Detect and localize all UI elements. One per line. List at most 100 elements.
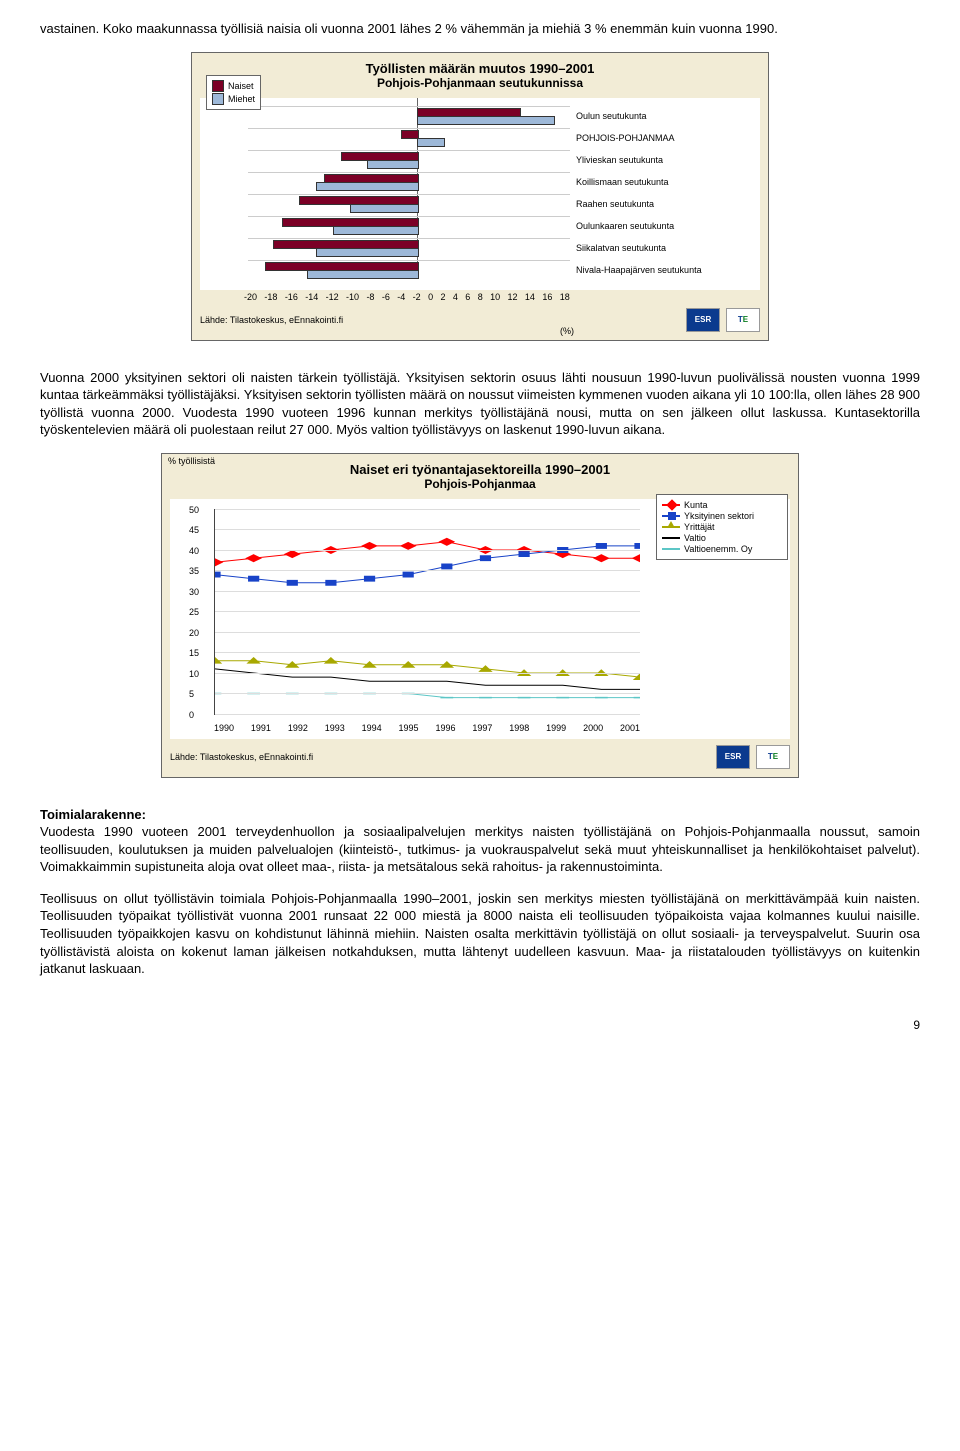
te-e: E [743,315,748,324]
chart2-xtick: 1992 [288,723,308,733]
chart1-row: Raahen seutukunta [248,194,570,213]
chart1-xtick: -16 [285,292,298,302]
bar-miehet [417,138,444,147]
chart2-gridline: 15 [215,652,640,653]
chart2-xtick: 1991 [251,723,271,733]
chart2-gridline: 30 [215,591,640,592]
chart2-ytick: 35 [189,566,199,576]
legend-label-miehet: Miehet [228,94,255,104]
chart1-xtick: 10 [490,292,500,302]
chart2-gridline: 40 [215,550,640,551]
chart1-category-label: Oulun seutukunta [576,111,647,121]
chart1-title-2: Pohjois-Pohjanmaan seutukunnissa [200,76,760,90]
swatch-miehet [212,93,224,105]
page-number: 9 [40,1018,920,1032]
series-marker [287,580,297,585]
chart2-gridline: 5 [215,693,640,694]
legend-label: Valtioenemm. Oy [684,544,752,554]
chart1-row: Oulunkaaren seutukunta [248,216,570,235]
chart1-xtick: 12 [508,292,518,302]
bar-miehet [307,270,419,279]
series-marker [249,576,259,581]
chart2-legend-item: Valtio [662,533,782,543]
chart2-xtick: 1999 [546,723,566,733]
chart-employer-sectors: Naiset eri työnantajasektoreilla 1990–20… [161,453,799,778]
chart1-xtick: -10 [346,292,359,302]
series-marker [594,554,608,561]
teollisuus-paragraph: Teollisuus on ollut työllistävin toimial… [40,890,920,978]
esr-logo-icon: ESR [716,745,750,769]
chart1-category-label: POHJOIS-POHJANMAA [576,133,675,143]
section-heading: Toimialarakenne: [40,807,146,822]
series-marker [246,554,260,561]
series-marker [326,580,336,585]
chart1-row: Ylivieskan seutukunta [248,150,570,169]
legend-label: Yrittäjät [684,522,715,532]
para3-text: Vuodesta 1990 vuoteen 2001 terveydenhuol… [40,824,920,874]
series-marker [215,572,220,577]
chart1-xtick: -6 [382,292,390,302]
chart1-category-label: Siikalatvan seutukunta [576,243,666,253]
chart2-gridline: 10 [215,673,640,674]
series-marker [401,542,415,549]
chart1-xtick: 14 [525,292,535,302]
chart1-xtick: -20 [244,292,257,302]
chart2-xtick: 1994 [362,723,382,733]
te-logo-icon: TE [756,745,790,769]
intro-paragraph: vastainen. Koko maakunnassa työllisiä na… [40,20,920,38]
chart1-unit: (%) [560,326,574,336]
chart1-xtick: -2 [413,292,421,302]
series-marker [519,551,529,556]
chart2-yaxis-title: % työllisistä [168,456,215,466]
te-e: E [773,752,778,761]
bar-miehet [316,182,420,191]
chart2-title-1: Naiset eri työnantajasektoreilla 1990–20… [170,462,790,477]
chart2-gridline: 45 [215,529,640,530]
legend-label: Yksityinen sektori [684,511,754,521]
chart2-gridline: 20 [215,632,640,633]
te-logo-icon: TE [726,308,760,332]
chart2-title-2: Pohjois-Pohjanmaa [170,477,790,491]
legend-miehet: Miehet [212,93,255,105]
legend-swatch [662,526,680,528]
chart2-gridline: 25 [215,611,640,612]
chart1-plot: Oulun seutukunta POHJOIS-POHJANMAA Ylivies… [200,98,760,290]
chart1-xtick: 6 [465,292,470,302]
bar-miehet [367,160,420,169]
series-marker [635,543,640,548]
chart2-legend-item: Yrittäjät [662,522,782,532]
chart2-source: Lähde: Tilastokeskus, eEnnakointi.fi [170,752,313,762]
legend-naiset: Naiset [212,80,255,92]
chart1-xtick: 16 [542,292,552,302]
chart2-ytick: 20 [189,628,199,638]
chart2-legend: KuntaYksityinen sektoriYrittäjätValtioVa… [656,494,788,560]
legend-label: Kunta [684,500,708,510]
legend-label-naiset: Naiset [228,81,254,91]
chart1-xtick: -14 [305,292,318,302]
chart1-xtick: 0 [428,292,433,302]
series-marker [215,559,222,566]
series-marker [633,554,640,561]
legend-swatch [662,537,680,539]
legend-swatch [662,548,680,550]
chart2-ytick: 15 [189,648,199,658]
chart2-ytick: 10 [189,669,199,679]
bar-miehet [417,116,555,125]
chart1-row: Koillismaan seutukunta [248,172,570,191]
series-marker [480,555,490,560]
chart1-category-label: Raahen seutukunta [576,199,654,209]
series-line [215,546,640,583]
chart1-category-label: Koillismaan seutukunta [576,177,669,187]
chart2-ytick: 30 [189,587,199,597]
chart1-row: POHJOIS-POHJANMAA [248,128,570,147]
chart-employment-change: Työllisten määrän muutos 1990–2001 Pohjo… [191,52,769,341]
chart2-ytick: 25 [189,607,199,617]
chart2-xtick: 1998 [509,723,529,733]
chart1-xtick: 4 [453,292,458,302]
chart2-xticks: 1990199119921993199419951996199719981999… [214,723,640,733]
chart1-row: Oulun seutukunta [248,106,570,125]
series-marker [325,657,337,663]
chart2-xtick: 1995 [399,723,419,733]
chart2-ytick: 5 [189,689,194,699]
series-marker [440,538,454,545]
